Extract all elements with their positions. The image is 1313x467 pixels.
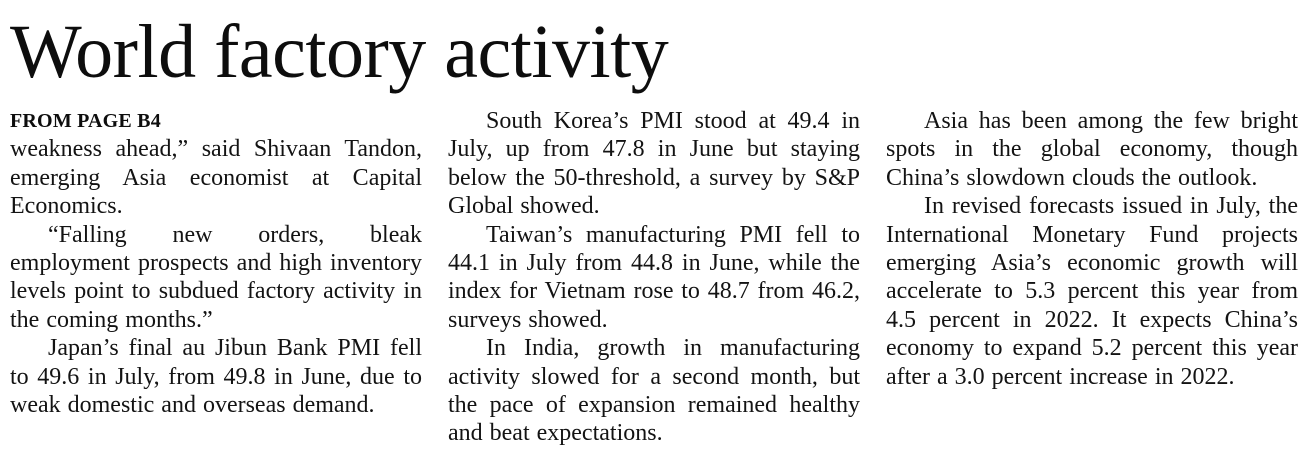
paragraph: Asia has been among the few bright spots… xyxy=(886,108,1298,191)
article-headline: World factory activity xyxy=(10,10,669,94)
paragraph: Taiwan’s manufacturing PMI fell to 44.1 … xyxy=(448,221,860,333)
paragraph: In revised forecasts issued in July, the… xyxy=(886,193,1298,390)
continuation-kicker: FROM PAGE B4 xyxy=(10,110,161,132)
paragraph: Japan’s final au Jibun Bank PMI fell to … xyxy=(10,335,422,419)
paragraph: South Korea’s PMI stood at 49.4 in July,… xyxy=(448,108,860,220)
paragraph: “Falling new orders, bleak employment pr… xyxy=(10,221,422,333)
newspaper-article-page: World factory activity FROM PAGE B4 weak… xyxy=(0,14,1313,467)
paragraph: In India, growth in manufacturing activi… xyxy=(448,335,860,447)
article-column-2: South Korea’s PMI stood at 49.4 in July,… xyxy=(448,107,860,448)
article-column-1: FROM PAGE B4 weakness ahead,” said Shiva… xyxy=(10,107,422,419)
article-columns: FROM PAGE B4 weakness ahead,” said Shiva… xyxy=(10,107,1305,448)
article-column-3: Asia has been among the few bright spots… xyxy=(886,107,1298,391)
paragraph: weakness ahead,” said Shivaan Tandon, em… xyxy=(10,136,422,220)
